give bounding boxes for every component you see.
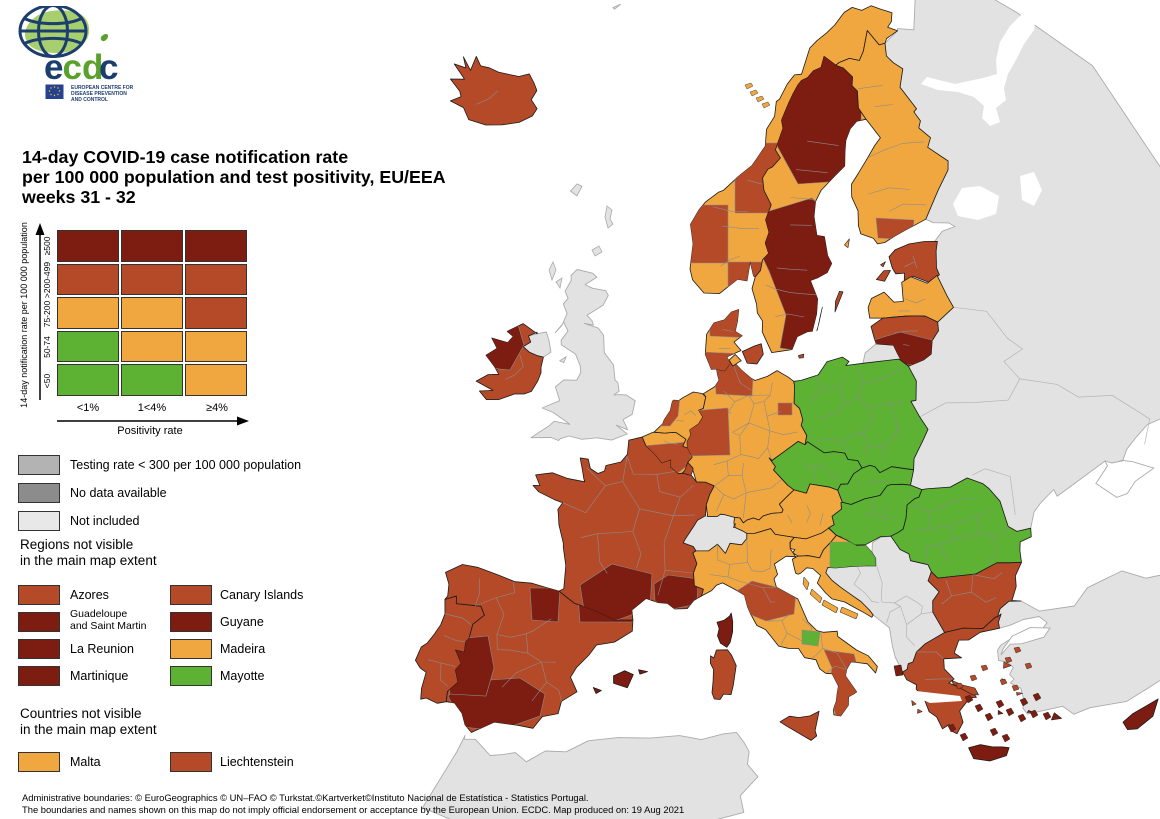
svg-text:>200-499: >200-499: [42, 262, 52, 298]
svg-text:c: c: [99, 48, 118, 87]
svg-text:≥4%: ≥4%: [206, 402, 228, 414]
svg-text:<50: <50: [42, 374, 52, 389]
svg-text:14-day notification rate per 1: 14-day notification rate per 100 000 pop…: [19, 222, 29, 408]
svg-text:≥500: ≥500: [42, 236, 52, 255]
svg-text:75-200: 75-200: [42, 300, 52, 327]
svg-text:e: e: [44, 48, 63, 87]
svg-text:cd: cd: [63, 48, 104, 87]
svg-text:1<4%: 1<4%: [138, 402, 167, 414]
svg-text:50-74: 50-74: [42, 336, 52, 358]
svg-text:AND CONTROL: AND CONTROL: [71, 97, 108, 103]
svg-text:<1%: <1%: [77, 402, 100, 414]
svg-text:EUROPEAN CENTRE FOR: EUROPEAN CENTRE FOR: [71, 85, 134, 91]
svg-text:DISEASE PREVENTION: DISEASE PREVENTION: [71, 91, 127, 97]
svg-text:Positivity rate: Positivity rate: [117, 425, 182, 437]
